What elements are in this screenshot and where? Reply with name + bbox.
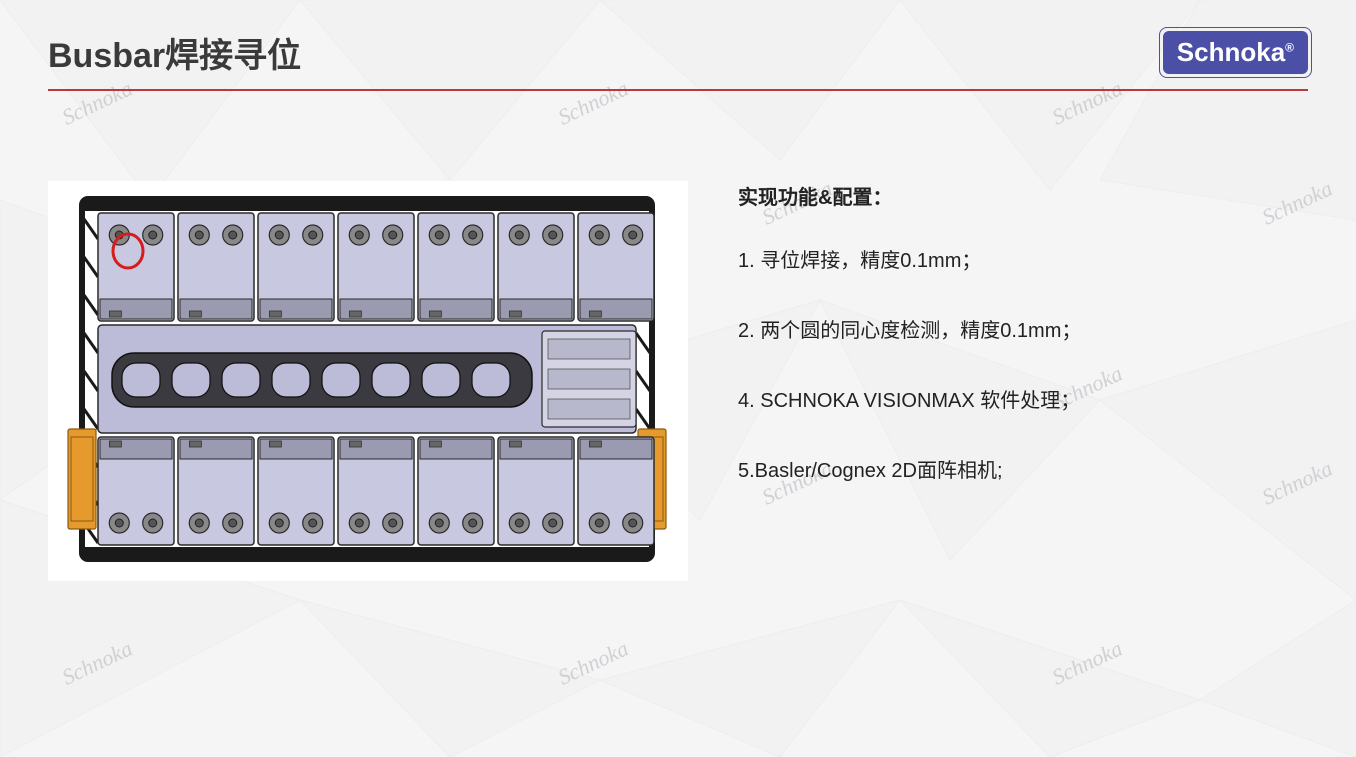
- list-item: 4. SCHNOKA VISIONMAX 软件处理；: [738, 386, 1308, 416]
- logo-badge: Schnoka®: [1163, 31, 1308, 74]
- logo-text: Schnoka: [1177, 37, 1285, 67]
- list-item: 2. 两个圆的同心度检测，精度0.1mm；: [738, 316, 1308, 346]
- page-title: Busbar焊接寻位: [48, 28, 301, 77]
- description-column: 实现功能&配置： 1. 寻位焊接，精度0.1mm； 2. 两个圆的同心度检测，精度…: [738, 181, 1308, 581]
- content-row: 实现功能&配置： 1. 寻位焊接，精度0.1mm； 2. 两个圆的同心度检测，精度…: [0, 181, 1356, 581]
- logo-reg: ®: [1285, 40, 1294, 54]
- busbar-diagram: [48, 181, 688, 581]
- list-item: 1. 寻位焊接，精度0.1mm；: [738, 246, 1308, 276]
- list-item: 5.Basler/Cognex 2D面阵相机;: [738, 456, 1308, 486]
- header: Busbar焊接寻位 Schnoka®: [0, 0, 1356, 77]
- header-divider: [48, 89, 1308, 91]
- subheading: 实现功能&配置：: [738, 181, 1308, 210]
- items-list: 1. 寻位焊接，精度0.1mm； 2. 两个圆的同心度检测，精度0.1mm； 4. …: [738, 246, 1308, 486]
